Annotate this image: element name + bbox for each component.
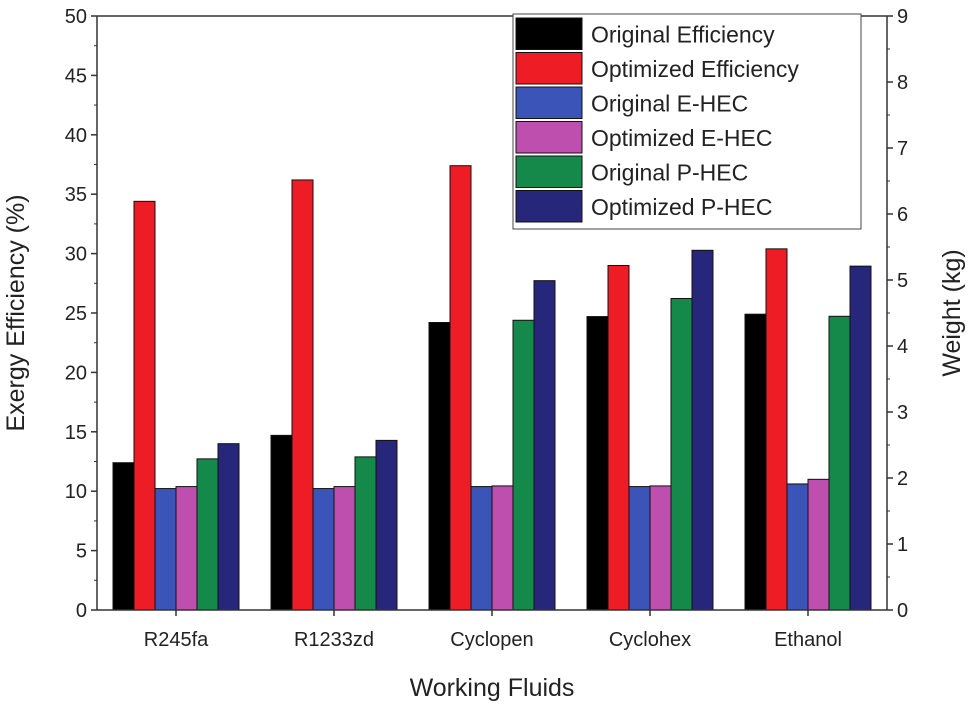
legend-swatch <box>515 17 583 50</box>
bar <box>312 488 335 611</box>
y-tick-label: 0 <box>76 600 87 622</box>
y2-tick-label: 4 <box>897 336 908 358</box>
bars-group <box>112 165 872 611</box>
legend-swatch <box>515 121 583 154</box>
y2-tick-label: 1 <box>897 534 908 556</box>
bar <box>175 486 198 611</box>
legend-swatch <box>515 52 583 85</box>
bar <box>333 486 356 611</box>
legend-label: Optimized P-HEC <box>591 194 772 220</box>
bar <box>670 297 693 611</box>
bar <box>807 478 830 611</box>
legend-swatch <box>515 86 583 119</box>
y-tick-label: 25 <box>65 303 87 325</box>
y-tick-label: 35 <box>65 184 87 206</box>
y-tick-label: 20 <box>65 362 87 384</box>
x-tick-label: R1233zd <box>294 629 374 651</box>
bar <box>217 443 240 611</box>
y2-tick-label: 8 <box>897 72 908 94</box>
y-tick-label: 50 <box>65 6 87 28</box>
x-tick-label: Cyclohex <box>609 629 691 651</box>
x-tick-label: Ethanol <box>774 629 842 651</box>
y-axis-title: Exergy Efficiency (%) <box>2 194 30 431</box>
legend-label: Optimized Efficiency <box>591 56 799 82</box>
legend-label: Original P-HEC <box>591 159 748 185</box>
bar <box>375 439 398 611</box>
bar <box>112 462 135 611</box>
y2-tick-label: 9 <box>897 6 908 28</box>
bar <box>133 200 156 611</box>
bar <box>470 486 493 611</box>
bar <box>849 265 872 611</box>
legend-swatch <box>515 155 583 188</box>
y-tick-label: 30 <box>65 244 87 266</box>
bar <box>428 322 451 611</box>
y2-tick-label: 7 <box>897 138 908 160</box>
bar <box>628 486 651 611</box>
bar <box>196 458 219 611</box>
bar <box>270 434 293 611</box>
x-axis-title: Working Fluids <box>410 674 575 702</box>
bar <box>649 485 672 611</box>
legend-label: Original E-HEC <box>591 90 748 116</box>
y2-tick-label: 2 <box>897 468 908 490</box>
bar <box>744 313 767 611</box>
y-tick-label: 5 <box>76 541 87 563</box>
y2-tick-label: 3 <box>897 402 908 424</box>
bar <box>607 264 630 611</box>
legend-label: Original Efficiency <box>591 21 775 47</box>
bar <box>691 249 714 611</box>
bar <box>491 485 514 611</box>
bar <box>765 248 788 611</box>
y2-axis-title: Weight (kg) <box>938 249 966 376</box>
bar <box>154 488 177 611</box>
bar <box>828 315 851 611</box>
y2-tick-label: 6 <box>897 204 908 226</box>
y-tick-label: 15 <box>65 422 87 444</box>
bar <box>291 179 314 611</box>
bar <box>786 483 809 611</box>
legend-label: Optimized E-HEC <box>591 125 772 151</box>
legend-swatch <box>515 190 583 223</box>
bar <box>449 165 472 611</box>
x-tick-label: R245fa <box>144 629 209 651</box>
y2-tick-label: 5 <box>897 270 908 292</box>
y-tick-label: 10 <box>65 481 87 503</box>
x-tick-label: Cyclopen <box>450 629 533 651</box>
y2-tick-label: 0 <box>897 600 908 622</box>
y-tick-label: 45 <box>65 65 87 87</box>
bar <box>533 280 556 611</box>
y-tick-label: 40 <box>65 125 87 147</box>
bar <box>586 316 609 611</box>
bar <box>354 456 377 611</box>
legend: Original Efficiency Optimized Efficiency O… <box>512 13 862 230</box>
bar <box>512 319 535 611</box>
